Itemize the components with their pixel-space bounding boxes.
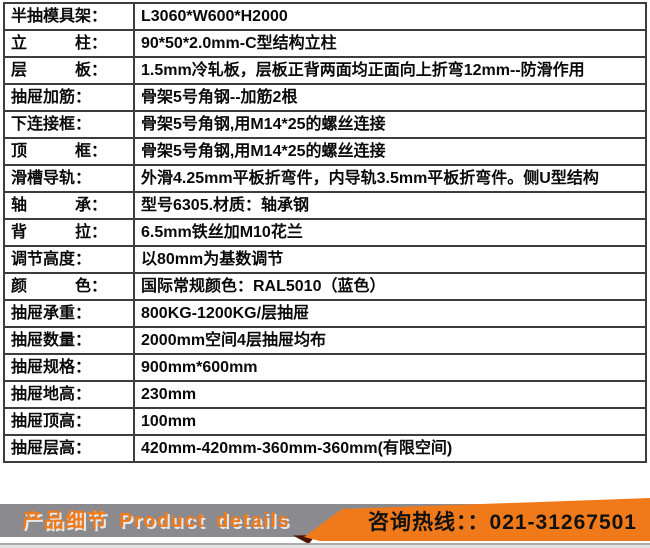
table-row: 抽屉数量： 2000mm空间4层抽屉均布 [3,326,647,355]
spec-label: 抽屉顶高： [3,407,135,436]
spec-label: 抽屉数量： [3,326,135,355]
spec-label: 抽屉加筋： [3,83,135,112]
spec-label: 背 拉： [3,218,135,247]
product-details-label: 产品细节 Product details [22,510,291,532]
hotline-ribbon: 咨询热线：：021-31267501 [304,498,650,541]
spec-table: 半抽模具架： L3060*W600*H2000 立 柱： 90*50*2.0mm… [3,2,647,463]
table-row: 下连接框： 骨架5号角钢,用M14*25的螺丝连接 [3,110,647,139]
table-row: 滑槽导轨： 外滑4.25mm平板折弯件，内导轨3.5mm平板折弯件。侧U型结构 [3,164,647,193]
spec-value: 1.5mm冷轧板，层板正背两面均正面向上折弯12mm--防滑作用 [133,56,647,85]
spec-value: 230mm [133,380,647,409]
table-row: 抽屉层高： 420mm-420mm-360mm-360mm(有限空间) [3,434,647,463]
table-row: 抽屉加筋： 骨架5号角钢--加筋2根 [3,83,647,112]
spec-label: 抽屉承重： [3,299,135,328]
spec-label: 抽屉地高： [3,380,135,409]
spec-value: 以80mm为基数调节 [133,245,647,274]
ribbon-fold-triangle [293,535,316,544]
spec-value: 型号6305.材质：轴承钢 [133,191,647,220]
spec-label: 顶 框： [3,137,135,166]
spec-value: 2000mm空间4层抽屉均布 [133,326,647,355]
table-row: 抽屉规格： 900mm*600mm [3,353,647,382]
table-row: 抽屉承重： 800KG-1200KG/层抽屉 [3,299,647,328]
spec-value: 420mm-420mm-360mm-360mm(有限空间) [133,434,647,463]
spec-value: 800KG-1200KG/层抽屉 [133,299,647,328]
spec-value: 骨架5号角钢--加筋2根 [133,83,647,112]
table-row: 半抽模具架： L3060*W600*H2000 [3,2,647,31]
spec-label: 轴 承： [3,191,135,220]
spec-label: 滑槽导轨： [3,164,135,193]
table-row: 顶 框： 骨架5号角钢,用M14*25的螺丝连接 [3,137,647,166]
spec-value: 骨架5号角钢,用M14*25的螺丝连接 [133,110,647,139]
table-row: 颜 色： 国际常规颜色：RAL5010（蓝色） [3,272,647,301]
table-row: 轴 承： 型号6305.材质：轴承钢 [3,191,647,220]
table-row: 抽屉顶高： 100mm [3,407,647,436]
spec-label: 层 板： [3,56,135,85]
spec-value: 骨架5号角钢,用M14*25的螺丝连接 [133,137,647,166]
spec-value: 外滑4.25mm平板折弯件，内导轨3.5mm平板折弯件。侧U型结构 [133,164,647,193]
table-row: 立 柱： 90*50*2.0mm-C型结构立柱 [3,29,647,58]
table-row: 抽屉地高： 230mm [3,380,647,409]
spec-label: 下连接框： [3,110,135,139]
table-row: 背 拉： 6.5mm铁丝加M10花兰 [3,218,647,247]
spec-value: 900mm*600mm [133,353,647,382]
spec-value: 100mm [133,407,647,436]
spec-table-container: 半抽模具架： L3060*W600*H2000 立 柱： 90*50*2.0mm… [3,2,647,463]
table-row: 调节高度： 以80mm为基数调节 [3,245,647,274]
spec-value: 国际常规颜色：RAL5010（蓝色） [133,272,647,301]
page-bottom-divider [0,543,650,548]
spec-label: 调节高度： [3,245,135,274]
spec-table-body: 半抽模具架： L3060*W600*H2000 立 柱： 90*50*2.0mm… [3,2,647,463]
spec-label: 立 柱： [3,29,135,58]
hotline-label: 咨询热线：：021-31267501 [368,511,637,534]
spec-label: 抽屉层高： [3,434,135,463]
spec-value: 90*50*2.0mm-C型结构立柱 [133,29,647,58]
spec-value: L3060*W600*H2000 [133,2,647,31]
table-row: 层 板： 1.5mm冷轧板，层板正背两面均正面向上折弯12mm--防滑作用 [3,56,647,85]
spec-value: 6.5mm铁丝加M10花兰 [133,218,647,247]
spec-label: 颜 色： [3,272,135,301]
spec-label: 半抽模具架： [3,2,135,31]
spec-label: 抽屉规格： [3,353,135,382]
